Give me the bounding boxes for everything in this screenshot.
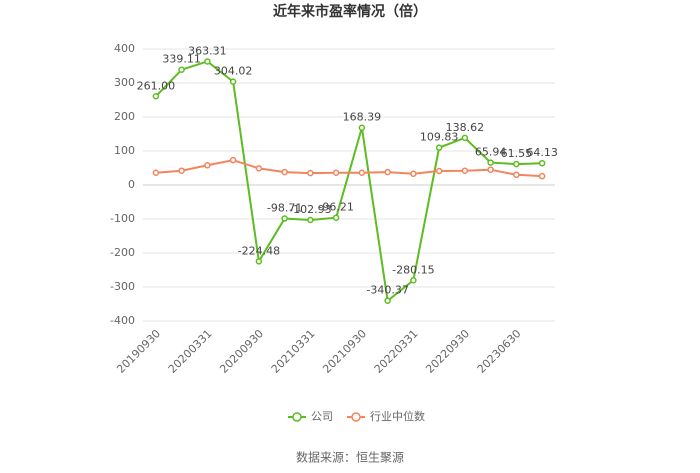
point — [538, 172, 546, 180]
x-tick-label: 20210930 — [320, 327, 369, 376]
data-label: 64.13 — [526, 146, 558, 159]
series-line — [155, 60, 543, 303]
point — [487, 159, 494, 166]
point — [461, 167, 469, 174]
point — [513, 171, 520, 179]
point — [178, 167, 185, 174]
point — [281, 215, 288, 222]
y-tick-label: 300 — [114, 76, 135, 89]
point — [410, 170, 417, 178]
data-label: 61.55 — [501, 147, 533, 160]
point — [358, 169, 366, 177]
x-tick-label: 20220331 — [372, 327, 421, 376]
legend-label: 行业中位数 — [370, 409, 425, 423]
data-label: 261.00 — [137, 79, 176, 92]
point — [229, 78, 237, 85]
data-label: -340.37 — [366, 284, 408, 297]
data-label: -96.21 — [318, 201, 353, 214]
data-label: 168.39 — [343, 111, 382, 124]
x-tick-label: 20230630 — [475, 327, 524, 376]
x-tick-label: 20190930 — [114, 327, 163, 376]
point — [384, 297, 391, 304]
point — [435, 167, 443, 175]
point — [358, 124, 366, 131]
legend-marker — [292, 412, 302, 422]
point — [152, 93, 160, 100]
point — [513, 160, 520, 168]
data-label: -280.15 — [392, 263, 434, 276]
data-label: 339.11 — [162, 53, 201, 66]
chart-title: 近年来市盈率情况（倍） — [273, 3, 427, 20]
data-label: -98.71 — [267, 202, 302, 215]
data-label: 138.62 — [446, 121, 485, 134]
data-label: 304.02 — [214, 65, 253, 78]
point — [307, 169, 314, 177]
point — [255, 258, 263, 265]
point — [487, 166, 494, 173]
y-tick-label: 100 — [114, 144, 135, 157]
y-tick-label: 0 — [128, 178, 135, 191]
legend-label: 公司 — [311, 410, 333, 423]
point — [410, 277, 417, 284]
y-tick-label: -400 — [110, 314, 135, 327]
data-label: -224.48 — [238, 244, 280, 257]
point — [204, 58, 211, 65]
point — [204, 162, 211, 169]
x-tick-label: 20200331 — [166, 327, 215, 376]
point — [152, 169, 160, 177]
x-tick-label: 20210331 — [269, 327, 318, 376]
x-tick-label: 20220930 — [423, 327, 472, 376]
point — [384, 168, 391, 176]
point — [255, 165, 263, 172]
point — [178, 66, 185, 73]
series-line — [155, 159, 543, 178]
legend-marker — [351, 412, 361, 422]
point — [435, 144, 443, 151]
y-tick-label: 200 — [114, 110, 135, 123]
point — [229, 156, 237, 164]
point — [538, 159, 546, 167]
x-tick-label: 20200930 — [217, 327, 266, 376]
point — [307, 216, 314, 224]
data-label: -102.93 — [289, 203, 331, 216]
data-label: 363.31 — [188, 44, 227, 57]
y-tick-label: 400 — [114, 42, 135, 55]
point — [281, 168, 288, 176]
point — [332, 169, 340, 177]
y-tick-label: -100 — [110, 212, 135, 225]
point — [461, 134, 469, 142]
point — [332, 214, 340, 221]
y-tick-label: -200 — [110, 246, 135, 259]
data-label: 109.83 — [420, 131, 459, 144]
source: 数据来源：恒生聚源 — [296, 450, 404, 465]
data-label: 65.94 — [475, 146, 507, 159]
y-tick-label: -300 — [110, 280, 135, 293]
